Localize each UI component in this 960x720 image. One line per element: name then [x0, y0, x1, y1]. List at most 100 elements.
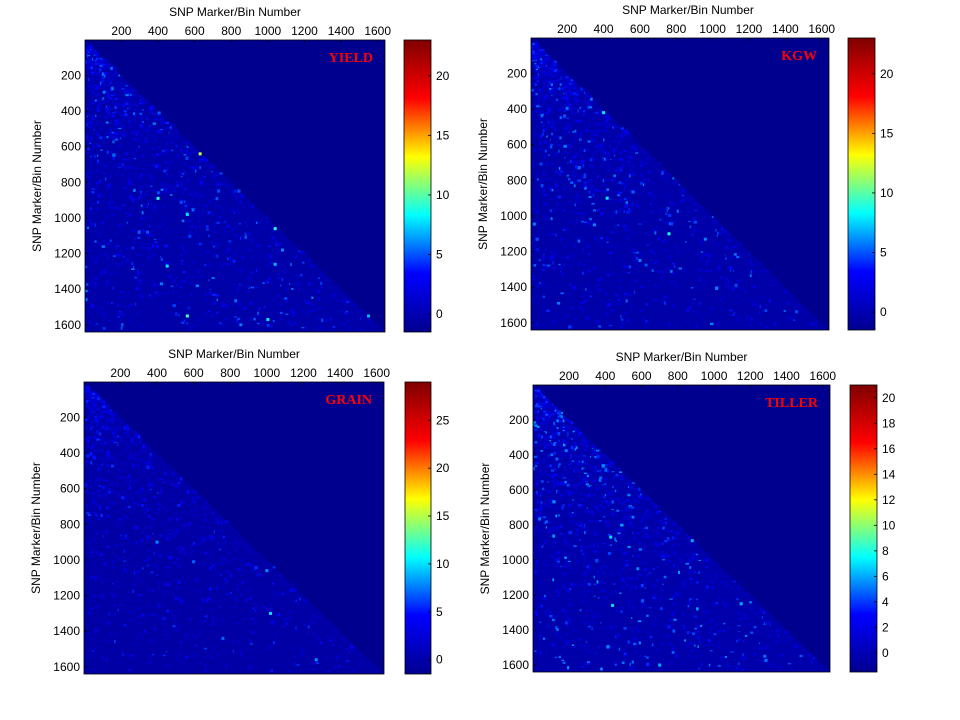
- heatmap-cell: [534, 455, 538, 458]
- heatmap-cell: [624, 225, 628, 228]
- heatmap-cell: [656, 565, 660, 569]
- y-tick-label: 600: [60, 482, 80, 496]
- heatmap-cell: [284, 592, 288, 595]
- heatmap-cell: [129, 196, 133, 200]
- heatmap-cell: [120, 534, 123, 537]
- heatmap-cell: [110, 97, 113, 101]
- heatmap-cell: [84, 437, 87, 440]
- heatmap-cell: [104, 267, 106, 271]
- heatmap-cell: [259, 255, 261, 258]
- heatmap-cell: [593, 456, 597, 459]
- heatmap-cell: [118, 426, 121, 430]
- heatmap-cell: [270, 669, 273, 673]
- heatmap-cell: [205, 299, 208, 302]
- heatmap-cell: [102, 403, 106, 406]
- heatmap-cell: [359, 667, 362, 669]
- heatmap-cell: [271, 590, 274, 594]
- heatmap-cell: [138, 438, 142, 441]
- heatmap-cell: [110, 108, 114, 111]
- heatmap-cell: [569, 283, 572, 286]
- heatmap-cell: [189, 146, 192, 150]
- heatmap-cell: [642, 164, 644, 168]
- heatmap-cell: [98, 484, 102, 487]
- heatmap-cell: [584, 221, 587, 223]
- heatmap-cell: [211, 564, 215, 567]
- hotspot: [602, 111, 606, 115]
- heatmap-cell: [739, 287, 742, 291]
- heatmap-cell: [152, 637, 155, 640]
- heatmap-cell: [114, 69, 117, 72]
- heatmap-cell: [110, 132, 114, 136]
- heatmap-cell: [674, 245, 677, 247]
- heatmap-cell: [549, 117, 552, 120]
- heatmap-cell: [618, 261, 620, 265]
- heatmap-cell: [662, 176, 665, 179]
- heatmap-cell: [111, 131, 114, 134]
- heatmap-cell: [584, 528, 588, 533]
- heatmap-cell: [206, 225, 209, 229]
- heatmap-cell: [681, 587, 685, 589]
- heatmap-cell: [212, 615, 216, 620]
- heatmap-cell: [605, 485, 608, 489]
- heatmap-cell: [191, 211, 195, 214]
- heatmap-cell: [201, 526, 204, 529]
- heatmap-cell: [214, 562, 217, 565]
- heatmap-cell: [533, 421, 537, 424]
- heatmap-cell: [253, 218, 256, 222]
- heatmap-cell: [104, 418, 108, 422]
- heatmap-cell: [129, 165, 132, 168]
- heatmap-cell: [620, 314, 622, 319]
- heatmap-cell: [599, 159, 601, 163]
- heatmap-cell: [538, 395, 540, 398]
- heatmap-cell: [127, 619, 130, 622]
- heatmap-cell: [594, 153, 598, 155]
- heatmap-cell: [208, 200, 212, 203]
- heatmap-cell: [753, 286, 756, 289]
- heatmap-cell: [205, 207, 207, 209]
- heatmap-cell: [111, 416, 113, 420]
- heatmap-cell: [537, 406, 539, 409]
- heatmap-cell: [647, 192, 650, 196]
- heatmap-cell: [543, 193, 547, 197]
- heatmap-cell: [243, 207, 247, 209]
- heatmap-cell: [611, 244, 614, 246]
- heatmap-cell: [572, 87, 575, 89]
- heatmap-cell: [572, 521, 575, 523]
- heatmap-cell: [605, 602, 608, 604]
- heatmap-cell: [634, 232, 637, 235]
- heatmap-cell: [124, 219, 127, 221]
- heatmap-cell: [546, 591, 549, 594]
- heatmap-cell: [90, 404, 93, 407]
- heatmap-cell: [152, 554, 154, 557]
- heatmap-cell: [196, 576, 198, 580]
- heatmap-cell: [603, 111, 607, 113]
- heatmap-cell: [155, 164, 159, 168]
- heatmap-cell: [265, 292, 268, 296]
- heatmap-cell: [531, 199, 536, 202]
- heatmap-cell: [604, 627, 608, 629]
- heatmap-cell: [536, 124, 538, 127]
- heatmap-cell: [226, 580, 229, 583]
- heatmap-cell: [711, 644, 716, 646]
- heatmap-cell: [572, 80, 576, 84]
- heatmap-cell: [646, 232, 649, 236]
- heatmap-cell: [703, 558, 706, 560]
- heatmap-cell: [140, 217, 143, 220]
- heatmap-cell: [361, 310, 365, 313]
- heatmap-cell: [156, 606, 161, 608]
- heatmap-cell: [290, 308, 294, 311]
- heatmap-cell: [576, 528, 580, 532]
- heatmap-cell: [97, 159, 99, 163]
- heatmap-cell: [543, 517, 546, 521]
- heatmap-cell: [625, 178, 629, 182]
- heatmap-cell: [104, 492, 108, 495]
- heatmap-cell: [652, 529, 654, 533]
- heatmap-cell: [545, 225, 547, 228]
- heatmap-cell: [85, 230, 87, 233]
- heatmap-cell: [606, 162, 610, 165]
- heatmap-cell: [634, 188, 638, 191]
- y-tick-label: 800: [61, 175, 81, 189]
- heatmap-cell: [560, 425, 563, 429]
- heatmap-cell: [705, 611, 709, 615]
- heatmap-cell: [573, 184, 576, 188]
